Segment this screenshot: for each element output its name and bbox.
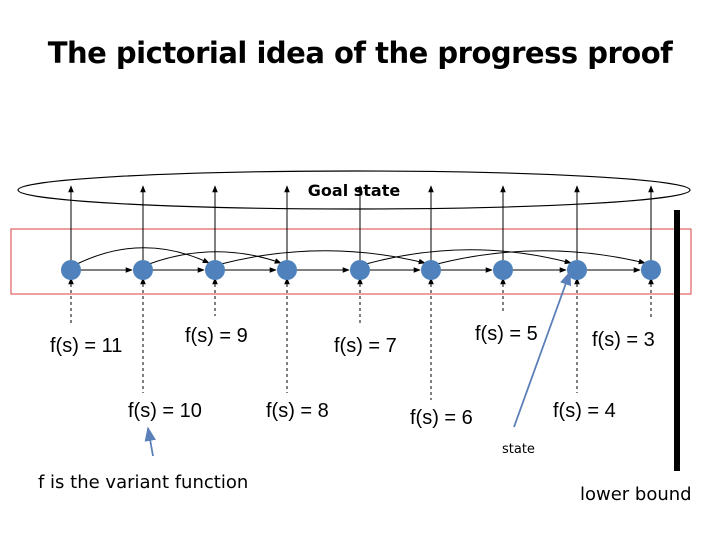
variant-function-label: f is the variant function — [38, 472, 248, 493]
state-node — [641, 260, 661, 280]
variant-pointer-arrow — [144, 426, 156, 457]
goal-arrows — [68, 185, 654, 262]
state-nodes — [61, 260, 661, 280]
skip-transitions — [76, 247, 646, 265]
state-node — [277, 260, 297, 280]
variant-value-label: f(s) = 7 — [334, 335, 397, 357]
variant-value-label: f(s) = 10 — [128, 400, 202, 422]
skip-transition-arrow — [220, 250, 426, 265]
skip-transition-arrow — [148, 251, 282, 265]
state-space-box — [10, 228, 692, 295]
variant-value-label: f(s) = 8 — [266, 400, 329, 422]
goal-state-label: Goal state — [308, 181, 401, 200]
lower-bound-label: lower bound — [580, 484, 692, 505]
skip-transition-arrow — [436, 250, 646, 265]
state-label: state — [502, 442, 535, 457]
state-node — [421, 260, 441, 280]
skip-transition-arrow — [365, 249, 572, 265]
variant-value-label: f(s) = 9 — [185, 325, 248, 347]
variant-value-label: f(s) = 3 — [592, 329, 655, 351]
state-node — [61, 260, 81, 280]
variant-value-label: f(s) = 4 — [553, 400, 616, 422]
variant-value-label: f(s) = 5 — [475, 323, 538, 345]
state-node — [205, 260, 225, 280]
state-node — [567, 260, 587, 280]
slide-title: The pictorial idea of the progress proof — [47, 36, 673, 70]
variant-value-label: f(s) = 11 — [50, 335, 122, 357]
skip-transition-arrow — [76, 247, 210, 265]
state-node — [493, 260, 513, 280]
value-connectors — [68, 277, 654, 400]
variant-values: f(s) = 11 f(s) = 10 f(s) = 9 f(s) = 8 f(s) =… — [50, 323, 655, 429]
variant-value-label: f(s) = 6 — [410, 407, 473, 429]
state-pointer-arrow — [513, 270, 572, 428]
state-node — [133, 260, 153, 280]
goal-state-ellipse — [17, 170, 691, 210]
state-node — [350, 260, 370, 280]
